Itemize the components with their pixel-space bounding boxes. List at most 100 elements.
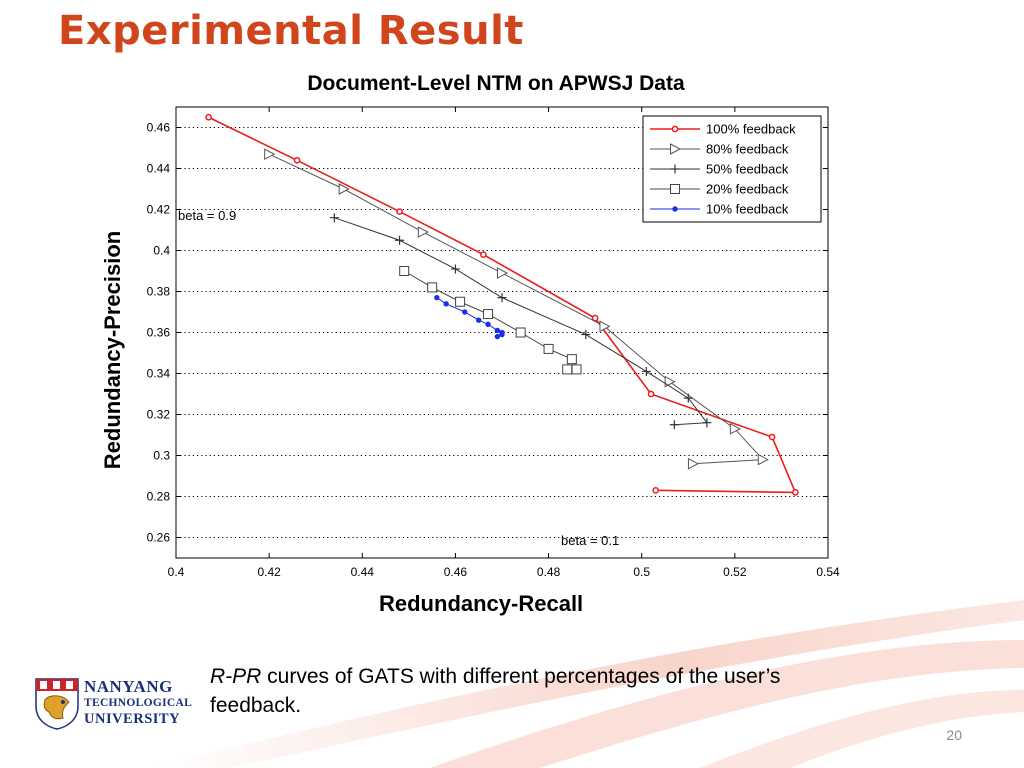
- data-point-circle: [792, 489, 799, 496]
- legend-entry: 80% feedback: [650, 142, 789, 157]
- y-axis-label: Redundancy-Precision: [100, 230, 125, 470]
- data-point-plus: [329, 213, 339, 223]
- y-tick-label: 0.36: [147, 326, 171, 340]
- data-point-triangle: [417, 226, 429, 238]
- data-point-plus: [497, 293, 507, 303]
- x-tick-label: 0.48: [537, 565, 561, 579]
- data-point-dot: [499, 329, 505, 336]
- y-tick-label: 0.38: [147, 285, 171, 299]
- series-lines: [205, 113, 799, 496]
- data-point-square: [427, 282, 438, 293]
- crest-icon: [35, 678, 79, 730]
- y-tick-label: 0.26: [147, 531, 171, 545]
- data-point-square: [566, 354, 577, 365]
- data-point-dot: [494, 327, 501, 334]
- legend-entry: 50% feedback: [650, 162, 789, 177]
- x-tick-label: 0.42: [257, 565, 281, 579]
- data-point-triangle: [729, 423, 741, 435]
- y-tick-label: 0.28: [147, 490, 171, 504]
- x-axis-label: Redundancy-Recall: [379, 591, 584, 616]
- axis-ticks: 0.26 0.28 0.3 0.32 0.34 0.36 0.38 0.4 0.42 0.44 0.…: [147, 107, 840, 579]
- y-tick-label: 0.44: [147, 162, 171, 176]
- data-point-plus: [683, 393, 693, 403]
- slide-title: Experimental Result: [58, 8, 524, 54]
- data-point-dot: [476, 317, 482, 323]
- data-point-triangle: [264, 148, 276, 160]
- data-point-plus: [581, 330, 591, 340]
- data-point-square: [515, 327, 526, 338]
- data-point-circle: [480, 251, 487, 258]
- y-tick-label: 0.4: [153, 244, 170, 258]
- y-tick-label: 0.46: [147, 121, 171, 135]
- data-point-triangle: [670, 143, 682, 155]
- legend-label: 50% feedback: [706, 162, 789, 177]
- series-4: [399, 266, 582, 375]
- caption-text: curves of GATS with different percentage…: [210, 665, 781, 717]
- series-3: [329, 213, 712, 430]
- legend-entry: 100% feedback: [650, 122, 796, 137]
- data-point-plus: [702, 418, 712, 428]
- chart-area: 0.26 0.28 0.3 0.32 0.34 0.36 0.38 0.4 0.42 0.44 0.…: [147, 106, 840, 579]
- data-point-circle: [647, 390, 655, 398]
- data-point-square: [483, 309, 494, 320]
- x-tick-label: 0.54: [816, 565, 840, 579]
- data-point-circle: [293, 156, 301, 164]
- x-tick-label: 0.52: [723, 565, 747, 579]
- x-tick-label: 0.5: [633, 565, 650, 579]
- series-2: [264, 148, 769, 470]
- data-point-triangle: [599, 320, 611, 333]
- legend-label: 10% feedback: [706, 202, 789, 217]
- data-point-dot: [485, 321, 491, 327]
- data-point-circle: [205, 113, 212, 121]
- page-number: 20: [946, 727, 962, 743]
- y-tick-label: 0.32: [147, 408, 171, 422]
- data-point-plus: [669, 420, 679, 430]
- y-tick-label: 0.34: [147, 367, 171, 381]
- university-logo: NANYANG TECHNOLOGICAL UNIVERSITY: [33, 676, 193, 732]
- data-point-square: [455, 296, 466, 307]
- y-tick-label: 0.3: [153, 449, 170, 463]
- x-tick-label: 0.46: [444, 565, 468, 579]
- data-point-plus: [395, 235, 405, 245]
- legend-label: 80% feedback: [706, 142, 789, 157]
- data-point-triangle: [687, 457, 700, 470]
- y-tick-label: 0.42: [147, 203, 171, 217]
- caption: R-PR curves of GATS with different perce…: [210, 662, 850, 720]
- x-tick-label: 0.4: [168, 565, 185, 579]
- data-point-dot: [434, 294, 440, 301]
- data-point-square: [670, 184, 680, 194]
- data-point-triangle: [757, 453, 769, 466]
- data-point-triangle: [338, 183, 350, 195]
- data-point-dot: [494, 333, 501, 340]
- data-point-circle: [591, 314, 599, 322]
- series-5: [434, 294, 505, 340]
- data-point-square: [571, 364, 582, 375]
- data-point-circle: [396, 208, 403, 215]
- legend-label: 100% feedback: [706, 122, 796, 137]
- data-point-plus: [450, 264, 460, 274]
- data-point-plus: [670, 164, 680, 174]
- data-point-dot: [443, 301, 449, 307]
- legend-entry: 20% feedback: [650, 182, 789, 197]
- logo-wordmark: NANYANG TECHNOLOGICAL UNIVERSITY: [84, 677, 193, 727]
- caption-italic: R-PR: [210, 665, 262, 688]
- data-point-plus: [641, 366, 651, 376]
- annotation-beta-low: beta = 0.1: [561, 533, 619, 548]
- data-point-circle: [768, 433, 776, 441]
- annotation-beta-high: beta = 0.9: [178, 208, 236, 223]
- series-1: [205, 113, 799, 496]
- chart-title: Document-Level NTM on APWSJ Data: [307, 72, 685, 95]
- data-point-dot: [672, 206, 678, 212]
- legend-entry: 10% feedback: [650, 202, 789, 217]
- legend-label: 20% feedback: [706, 182, 789, 197]
- legend: 100% feedback 80% feedback 50% feedback 20%…: [642, 115, 822, 223]
- x-tick-label: 0.44: [351, 565, 375, 579]
- data-point-square: [543, 343, 554, 354]
- data-point-circle: [652, 487, 660, 494]
- data-point-triangle: [497, 267, 509, 279]
- data-point-circle: [671, 125, 679, 133]
- data-point-triangle: [664, 375, 676, 388]
- data-point-square: [399, 266, 410, 276]
- data-point-square: [562, 364, 573, 375]
